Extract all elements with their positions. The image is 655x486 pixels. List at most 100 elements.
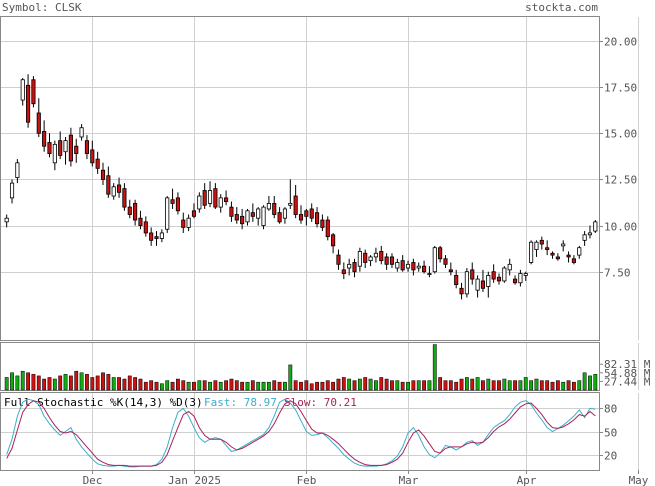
candle-body (448, 269, 453, 273)
volume-bar (42, 378, 47, 391)
volume-bar (234, 380, 239, 391)
candle-body (149, 232, 154, 241)
volume-bar (331, 381, 336, 391)
candle-body (116, 184, 122, 193)
candle-body (507, 263, 512, 271)
volume-bar (470, 378, 475, 391)
candle-body (341, 269, 346, 274)
candle-body (491, 271, 496, 280)
volume-bar (4, 377, 9, 391)
candle-body (175, 197, 180, 212)
volume-bar (582, 372, 587, 391)
price-panel: 7.50 10.00 12.50 15.00 17.50 20.00 (0, 16, 639, 341)
candle-body (170, 199, 175, 204)
volume-bar (256, 381, 261, 391)
volume-bar (384, 378, 389, 391)
volume-bar (272, 380, 277, 391)
candle-body (26, 84, 31, 123)
volume-bar (101, 372, 105, 391)
volume-bar (186, 381, 191, 391)
candle-body (288, 203, 293, 206)
candle-body (325, 219, 330, 238)
candle-body (582, 234, 587, 241)
volume-bar (149, 380, 154, 391)
candle-body (475, 278, 480, 291)
volume-bar (507, 380, 512, 391)
volume-bar (197, 380, 202, 391)
price-tick-label: 17.50 (604, 82, 637, 95)
volume-bar (47, 377, 52, 391)
volume-bar (588, 375, 592, 391)
candle-body (422, 265, 427, 273)
candle-body (357, 251, 362, 267)
candle-body (309, 208, 314, 219)
stochastic-fast-line (6, 398, 596, 468)
volume-bar (379, 377, 384, 391)
candle-body (282, 208, 288, 219)
stochastic-panel-frame (0, 392, 600, 471)
candle-body (213, 188, 218, 208)
volume-bar (192, 381, 196, 391)
volume-bar (15, 375, 20, 391)
candle-body (191, 210, 197, 217)
volume-bar (518, 380, 523, 391)
volume-bar (266, 381, 271, 391)
volume-bar (85, 374, 89, 391)
candle-body (405, 263, 411, 269)
volume-bar (320, 381, 325, 391)
volume-bar (74, 370, 79, 391)
volume-bar (550, 381, 555, 391)
candle-body (443, 258, 448, 265)
candle-body (379, 251, 384, 262)
volume-bar (52, 378, 57, 391)
candle-body (261, 206, 266, 226)
volume-bar (154, 381, 159, 391)
volume-bar (304, 380, 309, 391)
stochastic-lines (6, 398, 596, 468)
candle-body (224, 197, 229, 202)
candle-body (133, 203, 138, 221)
candle-body (234, 214, 239, 221)
candle-body (186, 217, 191, 228)
volume-bar (411, 380, 416, 391)
candle-body (550, 252, 555, 256)
stochastic-fast-legend: Fast: 78.97 (204, 396, 277, 409)
candle-body (400, 260, 405, 271)
price-tick-label: 12.50 (604, 174, 637, 187)
volume-bar (58, 375, 63, 391)
candle-body (459, 287, 464, 295)
candle-body (416, 265, 421, 269)
candle-body (336, 254, 341, 265)
price-tick-label: 7.50 (604, 267, 631, 280)
x-axis: Dec Jan 2025 Feb Mar Apr May (83, 470, 649, 486)
volume-bar (127, 375, 132, 391)
candle-body (518, 273, 523, 284)
volume-tick-label: 82.31 M (604, 358, 651, 371)
volume-bar (529, 380, 534, 391)
volume-bar (577, 380, 582, 391)
candle-body (154, 236, 159, 239)
volume-bar (79, 372, 84, 391)
candle-body (480, 280, 486, 289)
candle-body (539, 239, 544, 245)
volume-bar (427, 380, 432, 391)
candle-body (58, 140, 63, 156)
candle-body (438, 247, 443, 260)
price-tick-label: 15.00 (604, 128, 637, 141)
volume-bar (111, 377, 116, 391)
candle-body (411, 262, 416, 271)
stochastic-axis: 80 50 20 (599, 403, 617, 463)
volume-bar (250, 380, 255, 391)
volume-bars (4, 344, 598, 391)
candle-body (90, 149, 95, 164)
volume-bar (90, 377, 95, 391)
candle-body (100, 169, 106, 180)
x-tick-label: Mar (399, 474, 419, 486)
stochastic-tick-label: 80 (604, 403, 617, 416)
volume-bar (31, 374, 36, 391)
candle-body (74, 145, 79, 154)
candles (4, 74, 598, 300)
volume-bar (454, 381, 459, 391)
volume-bar (390, 380, 394, 391)
volume-bar (572, 381, 576, 391)
